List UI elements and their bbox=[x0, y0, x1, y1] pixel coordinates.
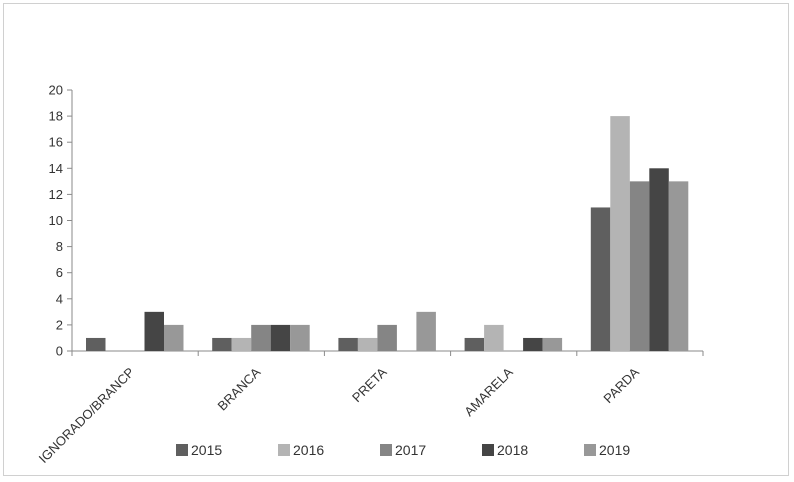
y-tick-label: 0 bbox=[56, 344, 63, 359]
bar-2019-preta bbox=[416, 311, 436, 351]
bar-2019-branca bbox=[290, 324, 310, 351]
x-category-label: BRANCA bbox=[214, 364, 263, 413]
legend: 2015 2016 2017 2018 2019 bbox=[176, 442, 630, 458]
legend-swatch-2017 bbox=[380, 444, 392, 456]
bar-2018-parda bbox=[649, 168, 669, 351]
bar-2015-ignorado-brancp bbox=[86, 337, 106, 351]
y-tick-label: 4 bbox=[56, 291, 63, 306]
x-category-label: PARDA bbox=[600, 364, 642, 406]
y-tick-label: 18 bbox=[49, 109, 63, 124]
bar-2019-ignorado-brancp bbox=[164, 324, 184, 351]
legend-label-2018: 2018 bbox=[497, 442, 528, 458]
bar-2016-preta bbox=[357, 337, 378, 351]
x-category-label: PRETA bbox=[349, 364, 390, 405]
bar-2016-branca bbox=[231, 337, 252, 351]
bar-2015-amarela bbox=[464, 337, 485, 351]
bar-2017-branca bbox=[251, 324, 271, 351]
bars-group bbox=[86, 116, 689, 351]
bar-2015-preta bbox=[338, 337, 358, 351]
legend-label-2019: 2019 bbox=[599, 442, 630, 458]
legend-swatch-2019 bbox=[584, 444, 596, 456]
y-tick-label: 16 bbox=[49, 135, 63, 150]
bar-2019-amarela bbox=[542, 337, 563, 351]
bar-2015-parda bbox=[590, 207, 611, 351]
bar-2017-preta bbox=[377, 324, 397, 351]
legend-swatch-2016 bbox=[278, 444, 290, 456]
x-category-label: IGNORADO/BRANCP bbox=[36, 365, 138, 467]
bar-2019-parda bbox=[668, 181, 689, 351]
bar-2018-branca bbox=[270, 324, 291, 351]
y-tick-label: 6 bbox=[56, 265, 63, 280]
legend-swatch-2018 bbox=[482, 444, 494, 456]
legend-label-2017: 2017 bbox=[395, 442, 426, 458]
y-tick-label: 10 bbox=[49, 213, 63, 228]
y-tick-label: 14 bbox=[49, 161, 63, 176]
bar-2018-amarela bbox=[523, 337, 543, 351]
bar-2017-parda bbox=[629, 181, 650, 351]
bar-2015-branca bbox=[212, 337, 232, 351]
legend-swatch-2015 bbox=[176, 444, 188, 456]
legend-label-2016: 2016 bbox=[293, 442, 324, 458]
bar-2016-parda bbox=[610, 116, 630, 351]
y-axis: 0 2 4 6 8 10 12 14 16 18 20 bbox=[49, 83, 73, 359]
bar-2018-ignorado-brancp bbox=[144, 311, 164, 351]
y-tick-label: 20 bbox=[49, 83, 63, 98]
bar-2016-amarela bbox=[484, 324, 504, 351]
y-tick-label: 12 bbox=[49, 187, 63, 202]
y-tick-label: 2 bbox=[56, 317, 63, 332]
y-tick-label: 8 bbox=[56, 239, 63, 254]
x-category-label: AMARELA bbox=[461, 364, 516, 419]
legend-label-2015: 2015 bbox=[191, 442, 222, 458]
